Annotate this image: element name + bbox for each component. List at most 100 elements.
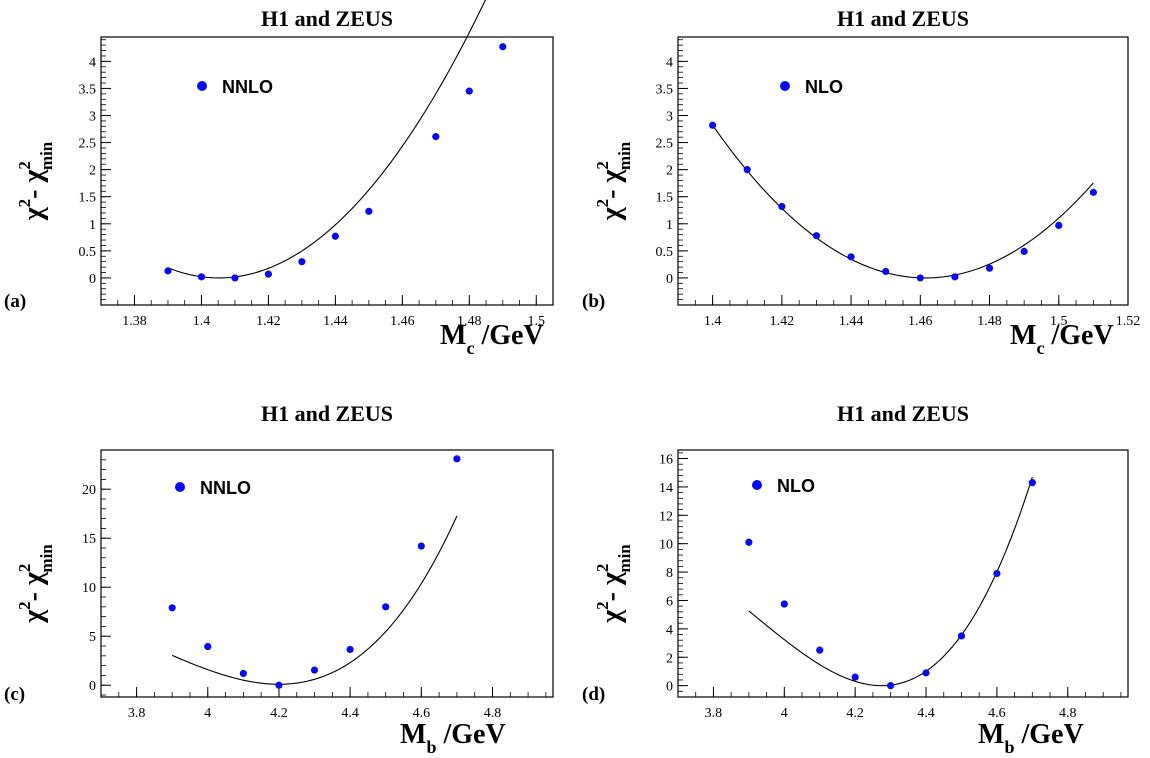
y-tick-label: 10	[82, 581, 96, 596]
x-tick-label: 1.46	[908, 314, 933, 329]
x-axis-title: Mb /GeV	[978, 719, 1084, 757]
legend-label: NLO	[777, 476, 815, 496]
data-point	[1089, 188, 1097, 196]
fit-curve	[171, 515, 458, 685]
x-tick-label: 4.6	[988, 706, 1006, 721]
data-point	[164, 267, 172, 275]
y-tick-label: 1.5	[656, 191, 674, 206]
y-tick-label: 5	[89, 630, 96, 645]
x-axis-title: Mc /GeV	[1010, 320, 1114, 358]
x-tick-label: 3.8	[705, 706, 723, 721]
data-point	[432, 133, 440, 141]
data-point	[346, 645, 354, 654]
y-tick-label: 3.5	[656, 82, 674, 97]
data-point	[310, 666, 319, 674]
y-axis-title: χ2- χ2 min	[15, 544, 56, 624]
data-point	[743, 166, 751, 174]
x-tick-label: 4.8	[484, 706, 502, 721]
y-axis-title: χ2- χ2 min	[593, 141, 634, 221]
data-point	[851, 673, 859, 681]
y-axis-title: χ2- χ2 min	[593, 544, 634, 624]
x-tick-label: 4.2	[270, 706, 288, 721]
y-tick-label: 6	[666, 594, 673, 609]
data-point	[331, 232, 339, 240]
plot-frame	[100, 449, 554, 698]
panel-label: (c)	[4, 684, 25, 705]
legend-marker	[175, 482, 185, 492]
x-axis-title: Mc /GeV	[440, 320, 544, 358]
data-point	[168, 604, 176, 612]
fit-curve	[167, 0, 487, 279]
data-point	[916, 274, 924, 282]
plot-frame	[677, 449, 1129, 698]
y-tick-label: 4	[666, 55, 673, 70]
fit-curve	[748, 476, 1033, 687]
y-tick-label: 0	[666, 272, 673, 287]
data-point	[1020, 247, 1028, 255]
y-tick-label: 0	[666, 680, 673, 695]
x-tick-label: 1.38	[122, 314, 147, 329]
data-point	[993, 569, 1001, 578]
chart-title: H1 and ZEUS	[837, 401, 969, 426]
data-point	[985, 264, 994, 272]
y-tick-label: 1	[89, 218, 96, 233]
y-tick-label: 4	[666, 623, 673, 638]
x-axis-title: Mb /GeV	[400, 719, 506, 757]
x-tick-label: 1.4	[193, 314, 211, 329]
data-point	[882, 267, 890, 276]
chart-panel-a: H1 and ZEUS 1.38 1.4 1.42 1.44 1.46 1.48 1.5 0 0.…	[4, 0, 554, 358]
data-point	[778, 202, 786, 211]
data-point	[275, 681, 283, 689]
x-tick-label: 4.2	[846, 706, 864, 721]
y-tick-label: 3	[666, 110, 673, 125]
y-tick-label: 4	[89, 55, 96, 70]
y-tick-label: 14	[659, 481, 673, 496]
panel-label: (d)	[582, 684, 605, 705]
y-axis-title: χ2- χ2 min	[15, 141, 56, 221]
data-point	[709, 121, 717, 129]
x-tick-label: 1.5	[528, 314, 546, 329]
data-point	[886, 682, 895, 690]
data-point	[1055, 221, 1063, 230]
legend-label: NNLO	[222, 77, 273, 97]
data-point	[239, 669, 247, 678]
legend-label: NNLO	[200, 478, 251, 498]
data-point	[847, 253, 855, 261]
panel-label: (b)	[582, 291, 605, 312]
x-tick-label: 1.4	[704, 314, 722, 329]
data-point	[951, 273, 959, 281]
x-tick-label: 4.6	[413, 706, 431, 721]
data-point	[465, 87, 473, 95]
x-tick-label: 1.52	[1116, 314, 1141, 329]
x-tick-label: 1.44	[839, 314, 864, 329]
y-tick-label: 8	[666, 566, 673, 581]
y-tick-label: 12	[659, 509, 673, 524]
legend-label: NLO	[805, 77, 843, 97]
y-tick-label: 3	[89, 110, 96, 125]
y-tick-label: 2	[666, 164, 673, 179]
x-tick-label: 4.4	[917, 706, 935, 721]
data-point	[231, 274, 239, 282]
chart-panel-c: H1 and ZEUS 3.8 4 4.2 4.4 4.6 4.8 0 5 10 15 20 NNLO (…	[4, 401, 554, 757]
y-tick-label: 0	[89, 679, 96, 694]
plot-frame	[100, 36, 554, 306]
y-tick-label: 2	[666, 651, 673, 666]
y-tick-label: 3.5	[79, 82, 97, 97]
y-tick-label: 1	[666, 218, 673, 233]
x-tick-label: 1.48	[457, 314, 482, 329]
y-tick-label: 20	[82, 483, 96, 498]
data-point	[204, 642, 212, 651]
x-tick-label: 1.44	[323, 314, 348, 329]
y-tick-label: 16	[659, 453, 673, 468]
y-tick-label: 2.5	[79, 137, 97, 152]
data-point	[957, 632, 966, 640]
data-point	[264, 270, 273, 278]
legend-marker	[197, 81, 207, 91]
data-point	[298, 258, 306, 266]
data-point	[745, 538, 753, 546]
y-tick-label: 1.5	[79, 191, 97, 206]
chart-panel-d: H1 and ZEUS 3.8 4 4.2 4.4 4.6 4.8 0 2 4 6 8 10 12 14 16…	[582, 401, 1129, 757]
chart-title: H1 and ZEUS	[261, 6, 393, 31]
